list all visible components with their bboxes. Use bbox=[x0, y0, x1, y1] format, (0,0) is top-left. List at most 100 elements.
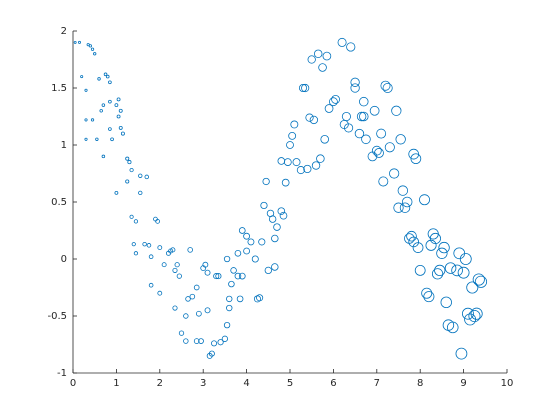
scatter-point bbox=[84, 88, 88, 92]
x-tick-label: 8 bbox=[417, 378, 423, 389]
scatter-point bbox=[144, 174, 150, 180]
scatter-point bbox=[438, 241, 450, 254]
scatter-point bbox=[389, 168, 400, 179]
scatter-point bbox=[223, 255, 231, 263]
scatter-point bbox=[176, 273, 182, 279]
scatter-point bbox=[118, 108, 123, 113]
scatter-point bbox=[455, 347, 468, 360]
scatter-point bbox=[256, 294, 264, 302]
scatter-point bbox=[196, 310, 202, 317]
scatter-point bbox=[211, 340, 218, 347]
scatter-point bbox=[84, 137, 88, 141]
scatter-point bbox=[114, 103, 119, 107]
x-tick-label: 6 bbox=[330, 378, 336, 389]
scatter-point bbox=[262, 177, 270, 186]
scatter-point bbox=[226, 295, 233, 303]
scatter-point bbox=[251, 255, 259, 263]
scatter-point bbox=[472, 273, 485, 286]
scatter-point bbox=[213, 273, 220, 280]
scatter-point bbox=[382, 82, 393, 94]
x-tick-label: 3 bbox=[200, 378, 206, 389]
scatter-point bbox=[258, 238, 266, 246]
scatter-point bbox=[313, 49, 323, 59]
scatter-point bbox=[414, 264, 426, 276]
scatter-point bbox=[187, 247, 193, 253]
scatter-point bbox=[384, 142, 395, 153]
scatter-point bbox=[380, 80, 391, 91]
scatter-point bbox=[359, 111, 369, 122]
x-tick-label: 5 bbox=[287, 378, 293, 389]
scatter-point bbox=[429, 232, 441, 245]
scatter-point bbox=[208, 350, 215, 357]
scatter-point bbox=[138, 173, 143, 178]
scatter-point bbox=[90, 118, 95, 122]
x-tick-label: 2 bbox=[157, 378, 163, 389]
scatter-point bbox=[369, 105, 380, 116]
scatter-point bbox=[350, 83, 360, 93]
scatter-point bbox=[474, 275, 488, 288]
scatter-point bbox=[264, 266, 272, 275]
scatter-point bbox=[277, 207, 286, 215]
scatter-point bbox=[279, 211, 288, 220]
scatter-point bbox=[108, 99, 112, 104]
scatter-point bbox=[78, 40, 81, 44]
scatter-point bbox=[198, 338, 204, 344]
scatter-point bbox=[260, 201, 268, 210]
scatter-point bbox=[183, 313, 189, 319]
scatter-point bbox=[95, 137, 99, 141]
scatter-point bbox=[133, 219, 139, 224]
y-tick-label: 0.5 bbox=[51, 197, 67, 208]
scatter-point bbox=[423, 291, 435, 303]
scatter-point bbox=[108, 127, 112, 131]
scatter-point bbox=[444, 262, 457, 274]
scatter-point bbox=[391, 105, 402, 116]
scatter-point bbox=[80, 75, 84, 79]
scatter-point bbox=[281, 178, 290, 187]
scatter-point bbox=[204, 269, 211, 276]
scatter-point bbox=[406, 230, 417, 242]
scatter-point bbox=[247, 238, 255, 246]
scatter-point bbox=[410, 153, 422, 165]
scatter-point bbox=[401, 196, 413, 208]
scatter-point bbox=[419, 194, 430, 206]
scatter-point bbox=[288, 131, 297, 140]
scatter-point bbox=[97, 77, 101, 81]
scatter-point bbox=[395, 134, 406, 145]
scatter-point bbox=[189, 293, 196, 300]
scatter-point bbox=[470, 307, 483, 320]
scatter-point bbox=[431, 268, 444, 280]
scatter-point bbox=[271, 263, 279, 271]
scatter-point bbox=[421, 287, 433, 299]
y-tick-label: 1.5 bbox=[51, 83, 67, 94]
scatter-point bbox=[202, 261, 209, 268]
scatter-point bbox=[305, 113, 314, 122]
scatter-point bbox=[215, 273, 222, 280]
scatter-point bbox=[440, 296, 452, 309]
scatter-point bbox=[236, 295, 244, 303]
scatter-point bbox=[228, 280, 235, 288]
scatter-point bbox=[311, 161, 321, 170]
scatter-point bbox=[346, 42, 356, 52]
scatter-point bbox=[371, 145, 382, 156]
scatter-point bbox=[234, 250, 242, 257]
scatter-point bbox=[88, 44, 92, 48]
scatter-point bbox=[468, 309, 481, 323]
scatter-point bbox=[170, 247, 176, 253]
scatter-point bbox=[73, 40, 77, 44]
scatter-point bbox=[84, 118, 88, 122]
scatter-point bbox=[324, 104, 334, 113]
x-tick-label: 4 bbox=[243, 378, 249, 389]
scatter-point bbox=[296, 166, 305, 175]
scatter-point bbox=[318, 63, 327, 72]
scatter-point bbox=[344, 123, 354, 133]
scatter-point bbox=[271, 234, 279, 243]
scatter-point bbox=[337, 37, 347, 47]
scatter-point bbox=[459, 253, 472, 265]
scatter-point bbox=[193, 338, 200, 344]
scatter-point bbox=[226, 304, 233, 312]
scatter-point bbox=[178, 330, 185, 336]
scatter-point bbox=[320, 135, 330, 144]
scatter-point bbox=[374, 148, 384, 158]
